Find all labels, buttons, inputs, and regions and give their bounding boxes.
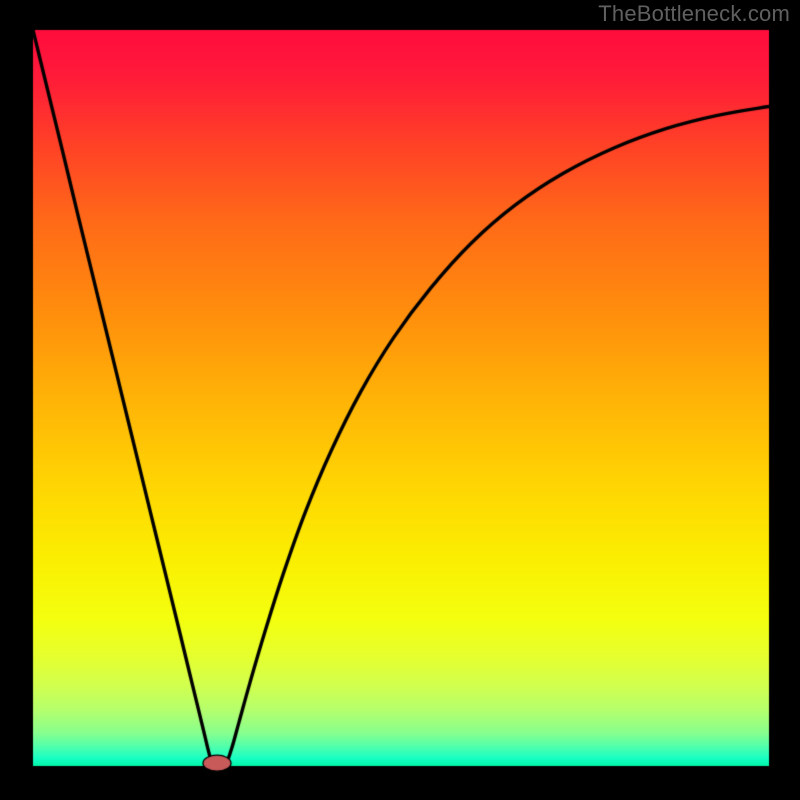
chart-container: { "watermark": "TheBottleneck.com", "cha… [0,0,800,800]
watermark: TheBottleneck.com [598,1,790,27]
bottleneck-chart [0,0,800,800]
